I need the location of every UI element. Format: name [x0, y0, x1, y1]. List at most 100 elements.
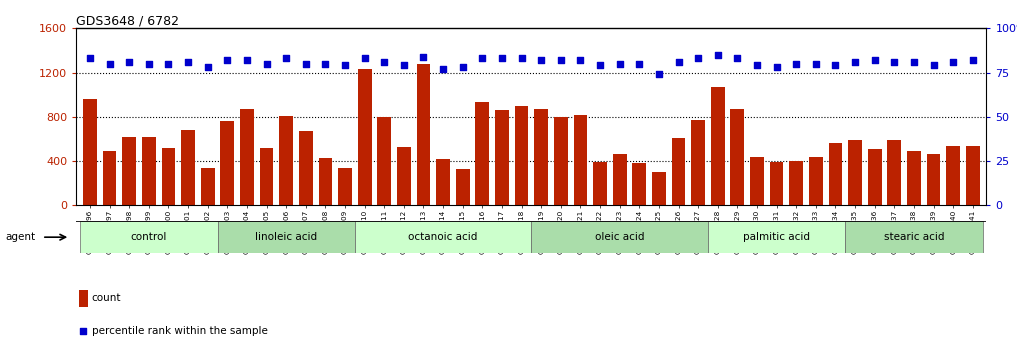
- Point: [690, 56, 706, 61]
- Bar: [122, 137, 136, 205]
- Text: control: control: [130, 232, 167, 242]
- Point: [651, 72, 667, 77]
- Text: GDS3648 / 6782: GDS3648 / 6782: [76, 14, 179, 27]
- Point: [474, 56, 490, 61]
- Bar: [80, 221, 218, 253]
- Bar: [711, 87, 724, 205]
- Bar: [495, 110, 508, 205]
- Point: [180, 59, 196, 65]
- Point: [357, 56, 373, 61]
- Bar: [848, 140, 862, 205]
- Bar: [218, 221, 355, 253]
- Text: oleic acid: oleic acid: [595, 232, 645, 242]
- Point: [455, 64, 471, 70]
- Point: [140, 61, 157, 67]
- Text: octanoic acid: octanoic acid: [409, 232, 478, 242]
- Bar: [966, 145, 979, 205]
- Point: [317, 61, 334, 67]
- Point: [75, 328, 92, 333]
- Bar: [397, 147, 411, 205]
- Bar: [708, 221, 845, 253]
- Bar: [926, 154, 941, 205]
- Bar: [633, 163, 646, 205]
- Point: [710, 52, 726, 58]
- Bar: [162, 148, 175, 205]
- Point: [102, 61, 118, 67]
- Point: [220, 57, 236, 63]
- Bar: [574, 115, 587, 205]
- Bar: [789, 161, 803, 205]
- Point: [807, 61, 824, 67]
- Point: [278, 56, 294, 61]
- Bar: [593, 162, 607, 205]
- Point: [788, 61, 804, 67]
- Bar: [671, 138, 685, 205]
- Bar: [730, 109, 744, 205]
- Bar: [355, 221, 531, 253]
- Point: [161, 61, 177, 67]
- Point: [866, 57, 883, 63]
- Point: [670, 59, 686, 65]
- Bar: [377, 117, 392, 205]
- Bar: [770, 162, 783, 205]
- Point: [199, 64, 216, 70]
- Bar: [79, 290, 87, 307]
- Text: stearic acid: stearic acid: [884, 232, 944, 242]
- Point: [886, 59, 902, 65]
- Point: [435, 66, 452, 72]
- Bar: [809, 156, 823, 205]
- Point: [258, 61, 275, 67]
- Point: [376, 59, 393, 65]
- Bar: [181, 130, 195, 205]
- Bar: [358, 69, 371, 205]
- Bar: [534, 109, 548, 205]
- Bar: [436, 159, 450, 205]
- Bar: [221, 121, 234, 205]
- Bar: [142, 137, 156, 205]
- Bar: [280, 116, 293, 205]
- Bar: [829, 143, 842, 205]
- Bar: [531, 221, 708, 253]
- Point: [906, 59, 922, 65]
- Point: [298, 61, 314, 67]
- Bar: [240, 109, 254, 205]
- Point: [552, 57, 569, 63]
- Point: [729, 56, 745, 61]
- Bar: [339, 168, 352, 205]
- Point: [396, 63, 412, 68]
- Bar: [946, 145, 960, 205]
- Bar: [907, 151, 920, 205]
- Point: [82, 56, 99, 61]
- Point: [769, 64, 785, 70]
- Bar: [845, 221, 982, 253]
- Point: [749, 63, 765, 68]
- Point: [337, 63, 353, 68]
- Bar: [456, 169, 470, 205]
- Point: [415, 54, 431, 59]
- Point: [239, 57, 255, 63]
- Point: [827, 63, 843, 68]
- Bar: [103, 151, 117, 205]
- Point: [514, 56, 530, 61]
- Point: [592, 63, 608, 68]
- Bar: [692, 120, 705, 205]
- Bar: [613, 154, 626, 205]
- Point: [945, 59, 961, 65]
- Point: [533, 57, 549, 63]
- Point: [611, 61, 627, 67]
- Bar: [417, 64, 430, 205]
- Bar: [868, 149, 882, 205]
- Point: [573, 57, 589, 63]
- Point: [121, 59, 137, 65]
- Bar: [259, 148, 274, 205]
- Bar: [888, 140, 901, 205]
- Point: [925, 63, 942, 68]
- Text: linoleic acid: linoleic acid: [255, 232, 317, 242]
- Point: [494, 56, 511, 61]
- Bar: [476, 102, 489, 205]
- Bar: [200, 168, 215, 205]
- Text: count: count: [92, 293, 121, 303]
- Bar: [318, 158, 333, 205]
- Bar: [83, 99, 97, 205]
- Bar: [554, 117, 567, 205]
